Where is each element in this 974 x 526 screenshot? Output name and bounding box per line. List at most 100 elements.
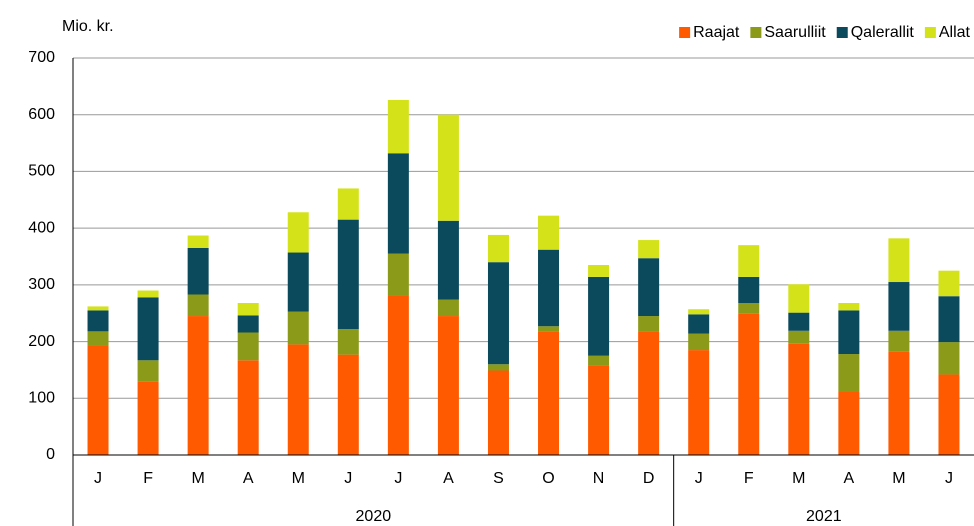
bar-segment — [387, 295, 409, 455]
legend-label: Qalerallit — [851, 24, 915, 41]
bar-segment — [688, 309, 710, 315]
y-axis-label: Mio. kr. — [62, 18, 114, 35]
bar-segment — [237, 332, 259, 361]
bar-segment — [538, 331, 560, 455]
bar-segment — [738, 245, 760, 277]
bar-segment — [888, 351, 910, 455]
x-tick-label: M — [892, 470, 905, 487]
bar-segment — [437, 299, 459, 317]
bar-segment — [738, 303, 760, 314]
bar-segment — [337, 219, 359, 330]
x-tick-label: S — [493, 470, 504, 487]
bar-segment — [538, 326, 560, 332]
legend-label: Raajat — [693, 24, 740, 41]
legend-label: Allat — [939, 24, 971, 41]
bar-segment — [838, 310, 860, 355]
bar-segment — [487, 370, 509, 455]
bar-segment — [538, 249, 560, 327]
legend-swatch — [679, 27, 691, 38]
bar-segment — [788, 284, 810, 313]
x-tick-label: M — [292, 470, 305, 487]
bar-segment — [938, 374, 960, 455]
bar-segment — [788, 330, 810, 344]
bar-segment — [337, 354, 359, 455]
bar-segment — [287, 212, 309, 253]
bar-segment — [588, 365, 610, 455]
x-tick-label: A — [443, 470, 454, 487]
x-tick-label: D — [643, 470, 655, 487]
y-tick-label: 600 — [28, 106, 55, 123]
bar-segment — [387, 99, 409, 154]
bar-segment — [638, 331, 660, 455]
bar-segment — [287, 344, 309, 455]
bar-segment — [738, 313, 760, 455]
bar-segment — [87, 306, 109, 311]
bar-segment — [237, 360, 259, 455]
legend-swatch — [836, 27, 848, 38]
bar-segment — [638, 240, 660, 259]
x-tick-label: A — [844, 470, 855, 487]
y-tick-label: 500 — [28, 163, 55, 180]
bar-segment — [237, 315, 259, 333]
bar-segment — [788, 312, 810, 331]
bar-segment — [838, 354, 860, 392]
bar-segment — [688, 350, 710, 455]
legend-swatch — [750, 27, 762, 38]
bar-segment — [387, 253, 409, 296]
x-tick-label: O — [542, 470, 554, 487]
bar-segment — [487, 364, 509, 371]
bar-segment — [888, 238, 910, 283]
bar-segment — [588, 276, 610, 356]
y-tick-label: 400 — [28, 219, 55, 236]
y-tick-label: 300 — [28, 276, 55, 293]
bar-segment — [187, 235, 209, 248]
bar-segment — [437, 114, 459, 221]
bar-segment — [487, 262, 509, 365]
group-label: 2021 — [806, 508, 842, 525]
bar-segment — [187, 316, 209, 455]
x-tick-label: F — [143, 470, 153, 487]
bar-segment — [838, 303, 860, 311]
y-tick-label: 100 — [28, 390, 55, 407]
bar-segment — [838, 391, 860, 455]
bar-segment — [437, 316, 459, 455]
bar-segment — [938, 296, 960, 343]
bar-segment — [938, 270, 960, 297]
bar-segment — [237, 303, 259, 316]
bar-segment — [688, 314, 710, 334]
legend-label: Saarulliit — [764, 24, 826, 41]
bar-segment — [638, 258, 660, 317]
y-tick-label: 200 — [28, 333, 55, 350]
bar-segment — [137, 381, 159, 455]
bar-segment — [387, 153, 409, 254]
bar-segment — [938, 342, 960, 375]
bar-segment — [688, 333, 710, 351]
bar-segment — [287, 252, 309, 312]
bar-segment — [137, 297, 159, 361]
bar-segment — [888, 282, 910, 331]
x-tick-label: N — [593, 470, 605, 487]
bar-segment — [738, 276, 760, 304]
bar-segment — [638, 316, 660, 332]
legend-swatch — [924, 27, 936, 38]
bar-segment — [437, 220, 459, 300]
bar-segment — [337, 329, 359, 355]
bar-segment — [588, 265, 610, 277]
x-tick-label: J — [344, 470, 352, 487]
bar-segment — [538, 215, 560, 250]
bar-segment — [788, 343, 810, 455]
bar-segment — [187, 294, 209, 317]
bar-segment — [888, 330, 910, 352]
bar-segment — [87, 331, 109, 346]
bar-segment — [287, 311, 309, 345]
bar-segment — [337, 188, 359, 220]
bar-segment — [187, 247, 209, 295]
bar-segment — [137, 290, 159, 298]
x-tick-label: J — [394, 470, 402, 487]
bar-segment — [588, 355, 610, 366]
bar-segment — [87, 310, 109, 332]
bar-segment — [87, 345, 109, 455]
x-tick-label: M — [792, 470, 805, 487]
x-tick-label: F — [744, 470, 754, 487]
